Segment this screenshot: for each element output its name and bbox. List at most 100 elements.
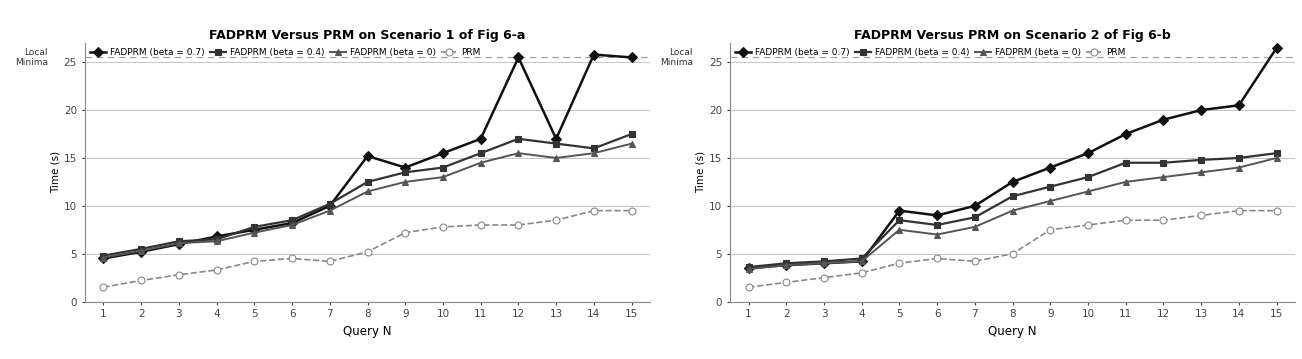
FADPRM (beta = 0.7) bbox=[1081, 151, 1096, 155]
FADPRM (beta = 0.7) bbox=[246, 228, 262, 232]
FADPRM (beta = 0.7) bbox=[816, 261, 832, 265]
FADPRM (beta = 0.7) bbox=[1005, 180, 1021, 184]
FADPRM (beta = 0.7) bbox=[930, 213, 945, 218]
FADPRM (beta = 0.4) bbox=[133, 247, 148, 251]
FADPRM (beta = 0) bbox=[95, 255, 111, 260]
FADPRM (beta = 0) bbox=[892, 228, 907, 232]
PRM bbox=[1232, 209, 1247, 213]
FADPRM (beta = 0.7) bbox=[397, 165, 413, 170]
PRM bbox=[1194, 213, 1210, 218]
FADPRM (beta = 0.7) bbox=[133, 250, 148, 254]
X-axis label: Query N: Query N bbox=[988, 325, 1036, 338]
Y-axis label: Time (s): Time (s) bbox=[697, 151, 706, 194]
FADPRM (beta = 0.4) bbox=[741, 265, 756, 269]
FADPRM (beta = 0) bbox=[1269, 156, 1285, 160]
Line: FADPRM (beta = 0.4): FADPRM (beta = 0.4) bbox=[745, 150, 1280, 271]
FADPRM (beta = 0.7) bbox=[779, 263, 794, 267]
FADPRM (beta = 0) bbox=[548, 156, 564, 160]
FADPRM (beta = 0) bbox=[1043, 199, 1059, 203]
PRM bbox=[854, 271, 870, 275]
FADPRM (beta = 0) bbox=[1232, 165, 1247, 170]
PRM bbox=[208, 268, 224, 272]
PRM bbox=[1005, 252, 1021, 256]
FADPRM (beta = 0) bbox=[171, 241, 186, 245]
Y-axis label: Time (s): Time (s) bbox=[51, 151, 61, 194]
PRM bbox=[435, 225, 450, 229]
Line: FADPRM (beta = 0): FADPRM (beta = 0) bbox=[100, 140, 635, 261]
FADPRM (beta = 0.4) bbox=[397, 170, 413, 174]
PRM bbox=[473, 223, 488, 227]
FADPRM (beta = 0) bbox=[208, 239, 224, 243]
FADPRM (beta = 0.7) bbox=[548, 137, 564, 141]
FADPRM (beta = 0.4) bbox=[586, 146, 602, 150]
FADPRM (beta = 0.7) bbox=[473, 137, 488, 141]
PRM bbox=[397, 230, 413, 235]
FADPRM (beta = 0.4) bbox=[171, 239, 186, 243]
PRM bbox=[1043, 228, 1059, 232]
PRM bbox=[322, 259, 337, 264]
PRM bbox=[1118, 218, 1134, 222]
PRM bbox=[892, 261, 907, 265]
FADPRM (beta = 0.7) bbox=[171, 242, 186, 246]
FADPRM (beta = 0.7) bbox=[322, 204, 337, 208]
FADPRM (beta = 0) bbox=[359, 189, 375, 194]
Title: FADPRM Versus PRM on Scenario 2 of Fig 6-b: FADPRM Versus PRM on Scenario 2 of Fig 6… bbox=[854, 29, 1170, 42]
FADPRM (beta = 0) bbox=[930, 232, 945, 237]
PRM bbox=[624, 209, 639, 213]
FADPRM (beta = 0.4) bbox=[967, 215, 983, 219]
FADPRM (beta = 0.7) bbox=[854, 259, 870, 264]
Title: FADPRM Versus PRM on Scenario 1 of Fig 6-a: FADPRM Versus PRM on Scenario 1 of Fig 6… bbox=[210, 29, 526, 42]
FADPRM (beta = 0.7) bbox=[1043, 165, 1059, 170]
FADPRM (beta = 0) bbox=[1081, 189, 1096, 194]
FADPRM (beta = 0.7) bbox=[95, 256, 111, 261]
FADPRM (beta = 0.4) bbox=[1081, 175, 1096, 179]
PRM bbox=[95, 285, 111, 289]
FADPRM (beta = 0) bbox=[624, 141, 639, 146]
Text: Local
Minima: Local Minima bbox=[14, 48, 48, 67]
FADPRM (beta = 0.4) bbox=[779, 261, 794, 265]
FADPRM (beta = 0.4) bbox=[548, 141, 564, 146]
FADPRM (beta = 0) bbox=[1156, 175, 1172, 179]
FADPRM (beta = 0.7) bbox=[1118, 132, 1134, 136]
PRM bbox=[967, 259, 983, 264]
FADPRM (beta = 0.7) bbox=[741, 266, 756, 270]
FADPRM (beta = 0.7) bbox=[967, 204, 983, 208]
Line: FADPRM (beta = 0): FADPRM (beta = 0) bbox=[745, 154, 1280, 272]
FADPRM (beta = 0.4) bbox=[1005, 194, 1021, 199]
PRM bbox=[1081, 223, 1096, 227]
FADPRM (beta = 0) bbox=[967, 225, 983, 229]
FADPRM (beta = 0.4) bbox=[816, 259, 832, 264]
FADPRM (beta = 0.4) bbox=[930, 223, 945, 227]
FADPRM (beta = 0.4) bbox=[1194, 158, 1210, 162]
FADPRM (beta = 0.7) bbox=[624, 55, 639, 60]
PRM bbox=[930, 256, 945, 261]
FADPRM (beta = 0) bbox=[435, 175, 450, 179]
Line: PRM: PRM bbox=[745, 207, 1280, 291]
FADPRM (beta = 0.4) bbox=[284, 218, 299, 222]
PRM bbox=[741, 285, 756, 289]
PRM bbox=[816, 275, 832, 280]
FADPRM (beta = 0.4) bbox=[1156, 160, 1172, 165]
FADPRM (beta = 0) bbox=[397, 180, 413, 184]
FADPRM (beta = 0) bbox=[322, 209, 337, 213]
FADPRM (beta = 0.4) bbox=[473, 151, 488, 155]
FADPRM (beta = 0.7) bbox=[1269, 46, 1285, 50]
Legend: FADPRM (beta = 0.7), FADPRM (beta = 0.4), FADPRM (beta = 0), PRM: FADPRM (beta = 0.7), FADPRM (beta = 0.4)… bbox=[732, 45, 1129, 61]
FADPRM (beta = 0) bbox=[1005, 209, 1021, 213]
FADPRM (beta = 0) bbox=[246, 230, 262, 235]
FADPRM (beta = 0) bbox=[284, 223, 299, 227]
FADPRM (beta = 0.4) bbox=[359, 180, 375, 184]
PRM bbox=[548, 218, 564, 222]
FADPRM (beta = 0) bbox=[473, 160, 488, 165]
PRM bbox=[1269, 209, 1285, 213]
FADPRM (beta = 0.7) bbox=[1232, 103, 1247, 107]
FADPRM (beta = 0) bbox=[816, 261, 832, 265]
FADPRM (beta = 0.7) bbox=[586, 52, 602, 57]
FADPRM (beta = 0.4) bbox=[892, 218, 907, 222]
FADPRM (beta = 0.4) bbox=[208, 237, 224, 242]
FADPRM (beta = 0.7) bbox=[1194, 108, 1210, 112]
Legend: FADPRM (beta = 0.7), FADPRM (beta = 0.4), FADPRM (beta = 0), PRM: FADPRM (beta = 0.7), FADPRM (beta = 0.4)… bbox=[86, 45, 484, 61]
FADPRM (beta = 0) bbox=[1118, 180, 1134, 184]
FADPRM (beta = 0.4) bbox=[1232, 156, 1247, 160]
FADPRM (beta = 0) bbox=[741, 267, 756, 271]
